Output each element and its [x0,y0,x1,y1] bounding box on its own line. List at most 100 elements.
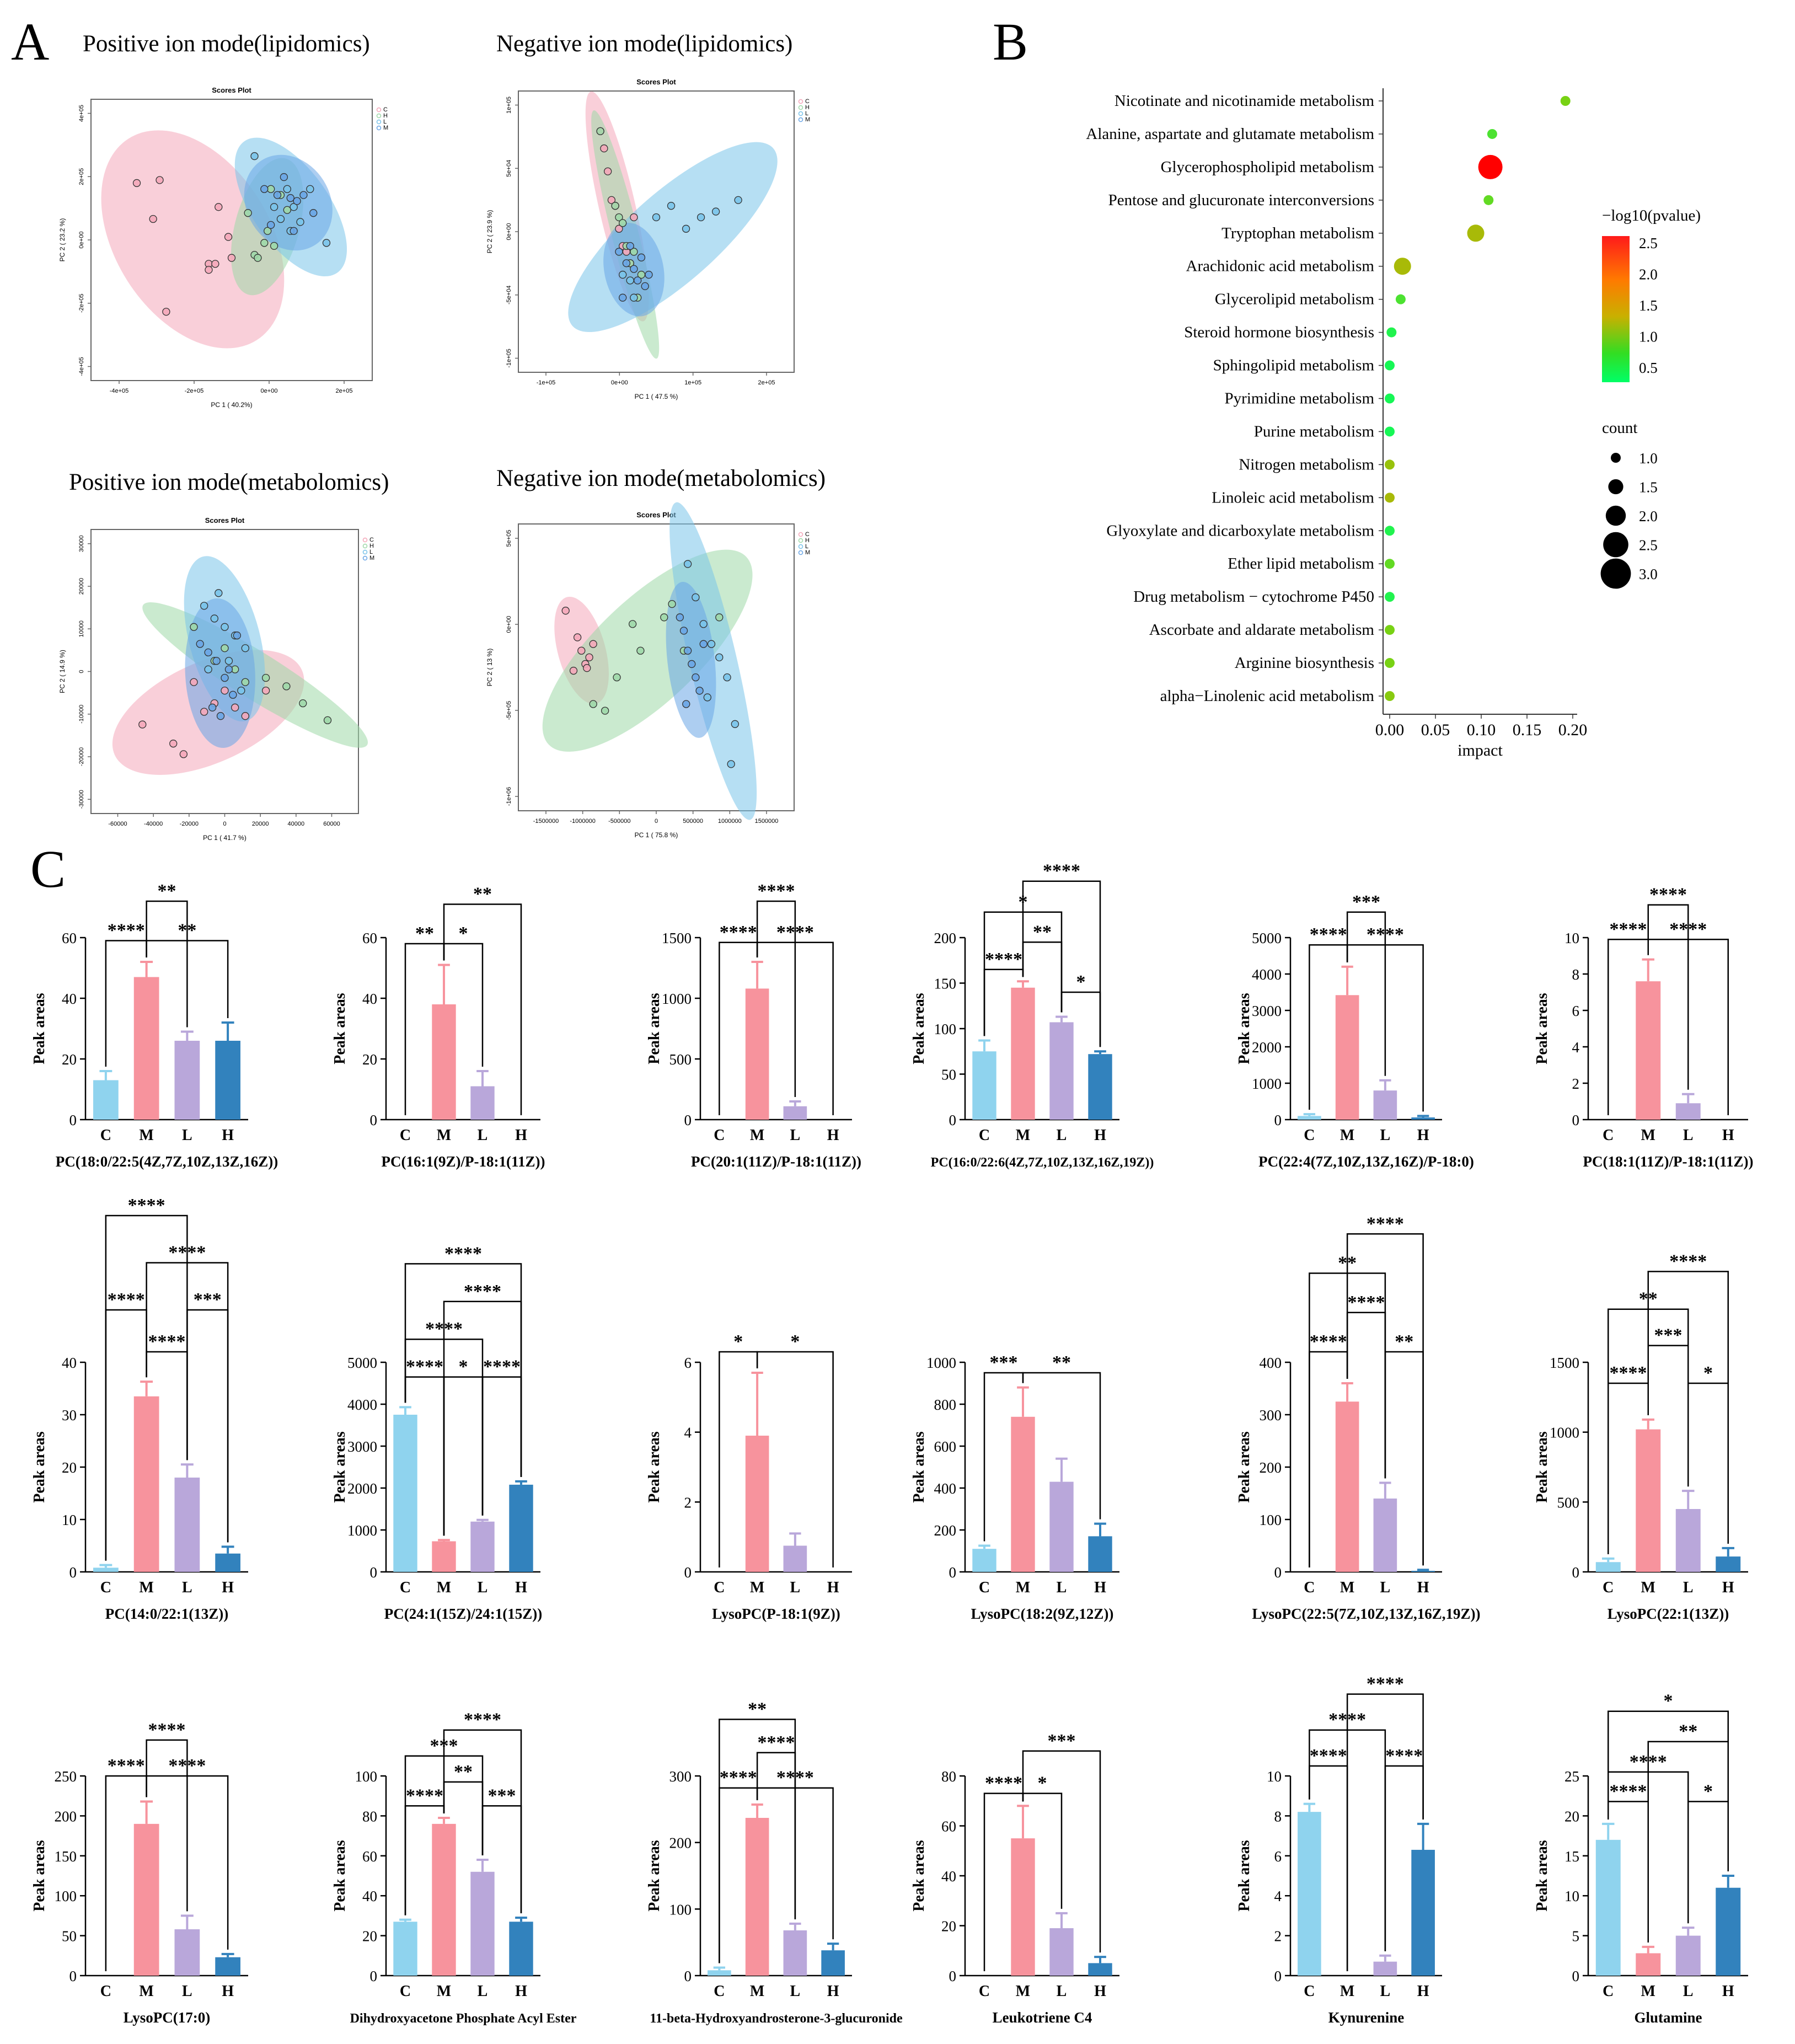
category-label: M [437,1983,451,2000]
pathway-label: Tryptophan metabolism [1221,224,1374,242]
pca-point-H [270,242,278,250]
bar-chart-title: PC(16:1(9Z)/P-18:1(11Z)) [382,1153,545,1170]
bar-L [174,1041,200,1120]
bar-y-tick-label: 150 [55,1848,77,1865]
color-legend-tick: 0.5 [1639,360,1658,376]
significance-label: **** [464,1281,501,1302]
pathway-bubble [1386,327,1397,338]
bar-M [1636,981,1661,1120]
pca-point-C [156,176,164,184]
category-label: C [100,1127,111,1144]
bar-y-tick-label: 20 [1564,1808,1579,1824]
pca-plot-title: Scores Plot [636,511,676,519]
significance-label: **** [1310,1331,1347,1352]
bar-y-tick-label: 6 [684,1355,692,1371]
significance-label: **** [1649,885,1687,905]
significance-label: **** [758,1732,795,1753]
bar-chart-title: PC(22:4(7Z,10Z,13Z,16Z)/P-18:0) [1258,1153,1474,1170]
pca-x-label: PC 1 ( 47.5 %) [635,393,678,400]
bar-y-tick-label: 80 [362,1808,377,1824]
bar-y-tick-label: 200 [669,1835,692,1852]
category-label: M [750,1579,764,1596]
pca-point-M [233,632,242,640]
pca-y-label: PC 2 ( 14.9 %) [58,650,66,693]
significance-label: * [790,1331,800,1352]
significance-label: * [1076,972,1086,992]
pathway-label: alpha−Linolenic acid metabolism [1160,687,1375,705]
pca-legend-marker-M [362,555,368,561]
bar-y-tick-label: 50 [941,1067,956,1083]
bar-chart-title: 11-beta-Hydroxyandrosterone-3-glucuronid… [650,2011,903,2026]
pca-point-H [636,646,645,655]
bar-chart-title: PC(16:0/22:6(4Z,7Z,10Z,13Z,16Z,19Z)) [931,1155,1154,1170]
category-label: H [222,1127,234,1144]
pca-x-label: PC 1 ( 75.8 %) [635,831,678,839]
pca-point-C [179,750,188,758]
bar-y-tick-label: 250 [55,1768,77,1785]
pathway-bubble [1478,154,1503,179]
bar-y-tick-label: 0 [370,1112,378,1128]
category-label: M [1340,1983,1354,2000]
pca-point-C [630,213,638,222]
pca-point-M [229,691,237,699]
bar-chart-title: LysoPC(17:0) [124,2009,211,2026]
category-label: H [1722,1579,1734,1596]
bar-chart-9: 0 2 4 6 C M L H * * Peak areas LysoPC(P-18:1(9Z)) [646,1331,852,1622]
category-label: M [1016,1127,1030,1144]
significance-bracket [1022,1372,1101,1519]
pca-y-tick-label: -5e+04 [506,285,512,304]
pca-point-C [561,607,570,615]
pathway-label: Nicotinate and nicotinamide metabolism [1114,92,1375,110]
pca-point-H [299,699,307,708]
bar-M [432,1823,456,1976]
pca-legend-label: C [805,98,810,105]
category-label: L [1683,1579,1694,1596]
bar-L [783,1106,807,1120]
significance-bracket [146,940,229,1018]
pca-legend-marker-C [798,99,803,104]
pathway-label: Arginine biosynthesis [1235,654,1374,672]
significance-label: **** [1367,1674,1404,1694]
bar-y-tick-label: 1000 [926,1355,956,1371]
pca-legend-label: H [805,104,810,111]
pca-point-C [162,308,170,316]
bar-y-tick-label: 0 [684,1564,692,1581]
pathway-label: Pentose and glucuronate interconversions [1108,191,1374,209]
category-label: H [827,1983,839,2000]
pca-point-C [132,179,141,188]
pca-point-H [244,209,252,217]
pca-point-M [615,248,623,256]
pca-point-L [682,224,690,233]
bar-y-label: Peak areas [646,1840,663,1911]
category-label: C [400,1127,411,1144]
significance-bracket [443,1376,484,1536]
pathway-bubble [1385,393,1395,404]
pca-x-tick-label: 2e+05 [758,379,775,386]
pca-x-tick-label: 1e+05 [684,379,701,386]
pca-x-tick-label: 500000 [683,818,703,825]
pca-x-tick-label: -20000 [180,821,199,827]
bar-L [1373,1090,1397,1120]
bar-y-label: Peak areas [910,993,928,1064]
pca-point-H [264,227,272,235]
category-label: M [1016,1579,1030,1596]
bar-y-tick-label: 500 [669,1051,692,1068]
pca-point-C [585,653,593,662]
significance-label: *** [1048,1731,1076,1751]
bar-y-label: Peak areas [1534,1431,1551,1502]
pca-point-C [205,266,213,274]
pca-title-pos-lipid: Positive ion mode(lipidomics) [83,31,370,57]
bar-y-tick-label: 6 [1274,1848,1282,1865]
bar-M [1636,1953,1661,1976]
significance-label: **** [406,1357,443,1377]
significance-label: **** [1385,1746,1423,1766]
significance-label: * [733,1331,743,1352]
significance-label: **** [1610,1363,1647,1383]
